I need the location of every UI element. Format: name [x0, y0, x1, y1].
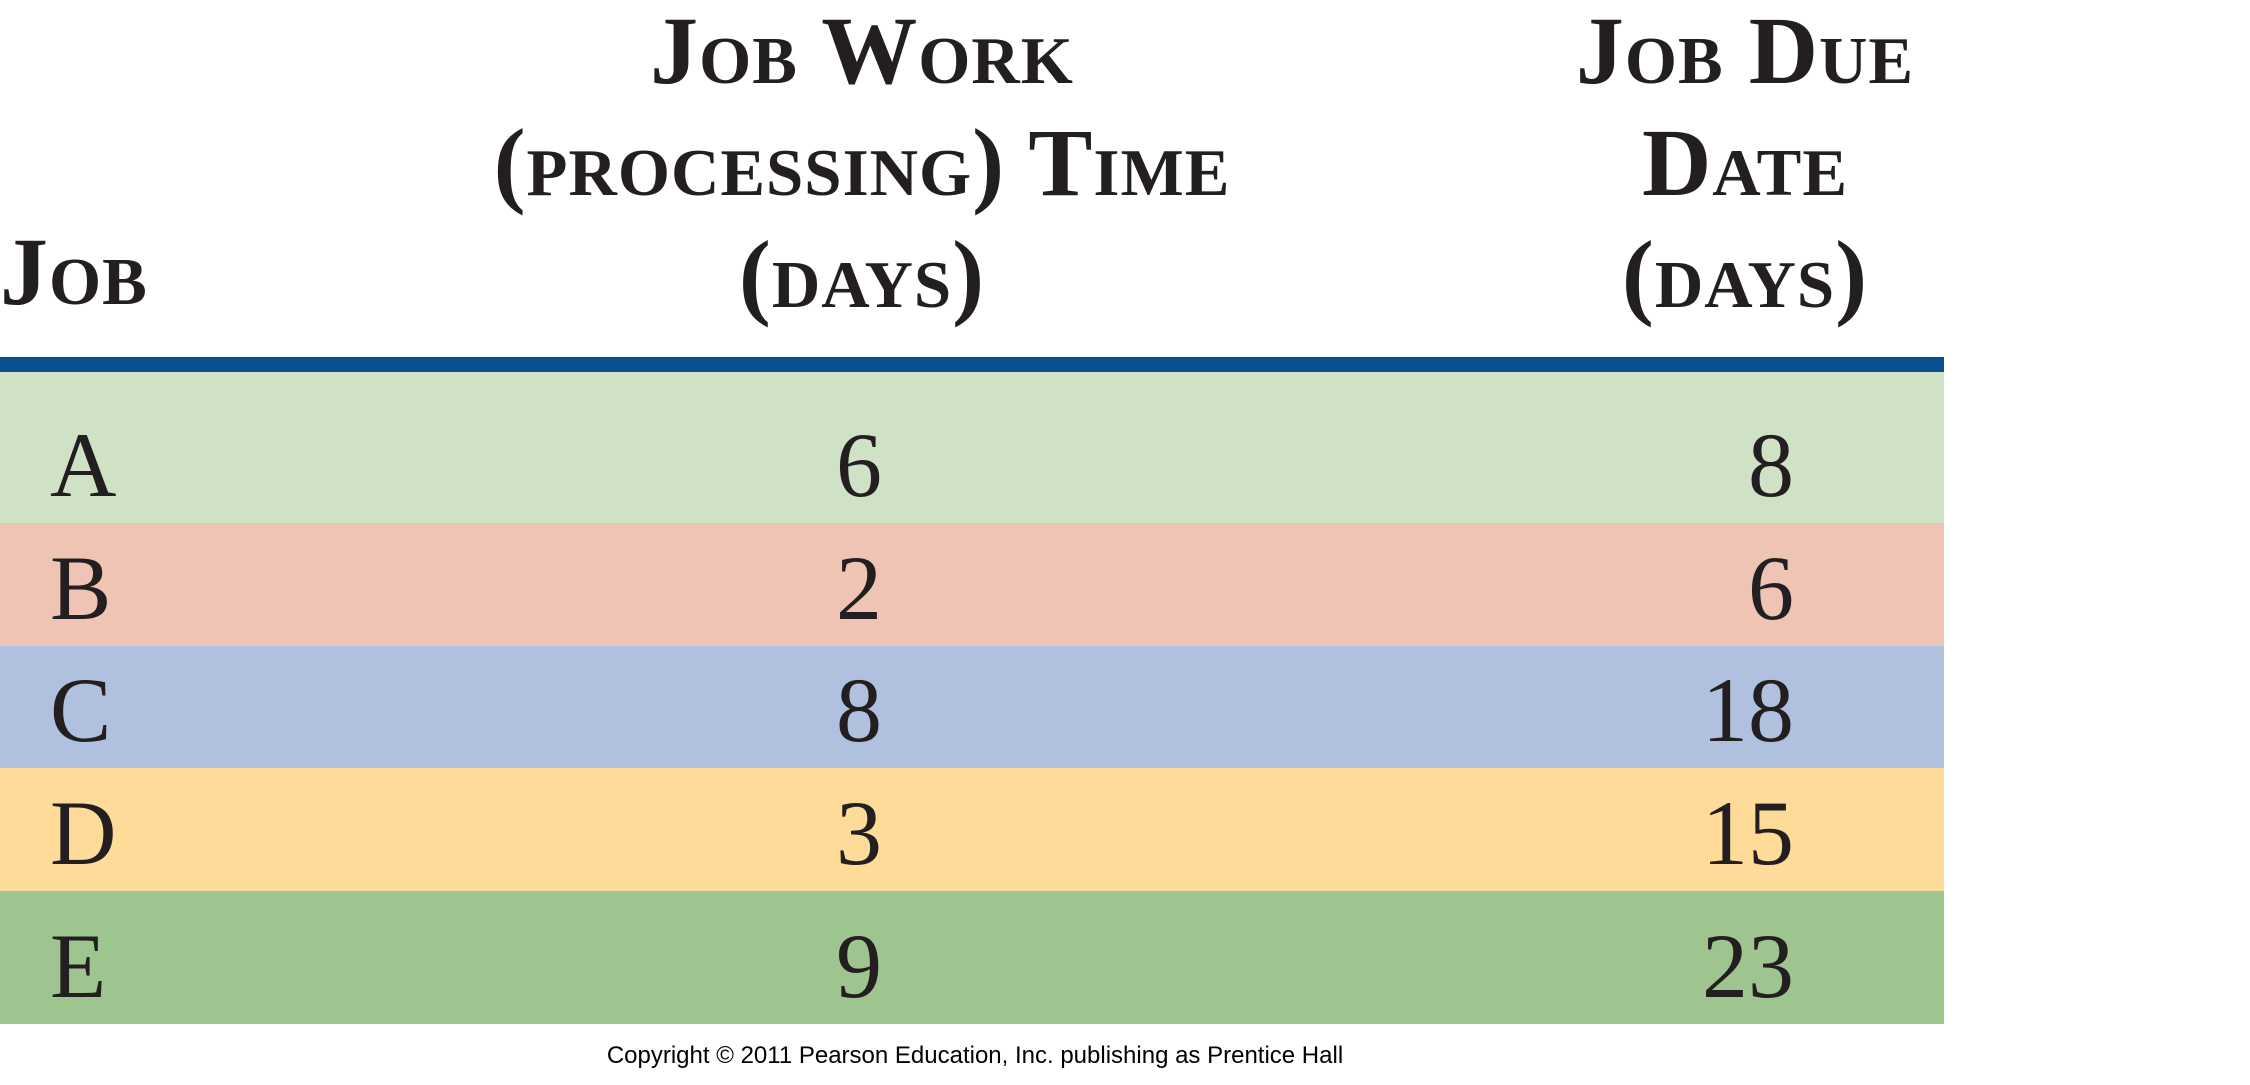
- table-row: E 9 23: [0, 890, 1944, 1024]
- cell-job: D: [50, 781, 117, 884]
- cell-due-date: 6: [1748, 536, 1794, 639]
- table-row: B 2 6: [0, 523, 1944, 646]
- header-processing-time-line1: Job Work: [650, 0, 1074, 104]
- table-body: A 6 8 B 2 6 C 8 18 D 3 15 E 9 23: [0, 372, 1944, 1024]
- cell-due-date: 15: [1702, 781, 1794, 884]
- copyright-notice: Copyright © 2011 Pearson Education, Inc.…: [606, 1042, 1344, 1069]
- cell-due-date: 18: [1702, 659, 1794, 761]
- table-header: Job Job Work (processing) Time (days) Jo…: [0, 0, 1944, 357]
- header-processing-time-line2: (processing) Time: [493, 109, 1231, 216]
- cell-job: A: [50, 414, 117, 516]
- cell-processing-time: 2: [836, 536, 882, 639]
- cell-due-date: 23: [1702, 914, 1794, 1017]
- table-row: A 6 8: [0, 372, 1944, 523]
- table-row: D 3 15: [0, 768, 1944, 891]
- header-rule: [0, 357, 1944, 372]
- cell-due-date: 8: [1748, 414, 1794, 516]
- header-due-date-line1: Job Due: [1575, 0, 1915, 104]
- header-due-date: Job Due Date (days): [1540, 0, 1950, 331]
- cell-processing-time: 8: [836, 659, 882, 761]
- cell-job: E: [50, 914, 107, 1017]
- header-processing-time-line3: (days): [738, 221, 986, 328]
- cell-job: C: [50, 659, 112, 761]
- header-job: Job: [0, 216, 148, 328]
- cell-job: B: [50, 536, 112, 639]
- header-due-date-line2: Date: [1641, 109, 1849, 216]
- table-row: C 8 18: [0, 645, 1944, 768]
- header-processing-time: Job Work (processing) Time (days): [456, 0, 1268, 331]
- header-due-date-line3: (days): [1621, 221, 1869, 328]
- job-table: Job Job Work (processing) Time (days) Jo…: [0, 0, 1944, 1024]
- cell-processing-time: 3: [836, 781, 882, 884]
- header-job-label: Job: [0, 218, 148, 325]
- cell-processing-time: 9: [836, 914, 882, 1017]
- cell-processing-time: 6: [836, 414, 882, 516]
